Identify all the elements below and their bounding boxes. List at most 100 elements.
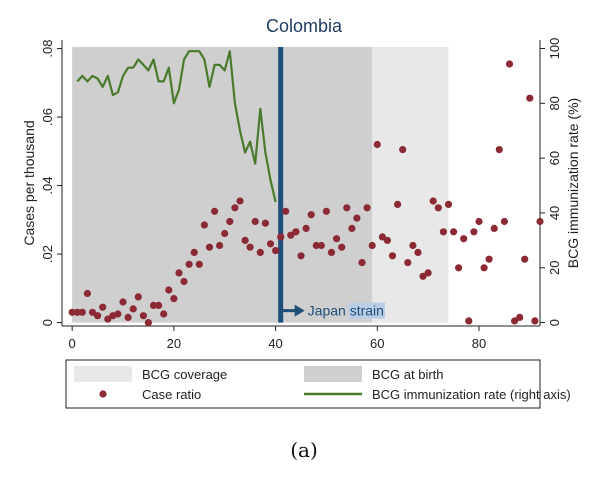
case-ratio-point [317,241,325,250]
case-ratio-point [200,221,208,229]
case-ratio-point [165,286,173,294]
case-ratio-point [465,317,473,325]
case-ratio-point [216,241,224,250]
case-ratio-point [475,217,483,226]
case-ratio-point [526,94,534,102]
case-ratio-point [282,207,290,215]
case-ratio-point [495,146,503,154]
case-ratio-point [505,60,514,68]
case-ratio-point [409,241,417,250]
case-ratio-point [256,248,264,256]
case-ratio-point [434,204,442,212]
case-ratio-point [297,252,305,260]
x-tick-label: 40 [268,336,282,351]
shaded-region-bcg-at-birth [72,47,373,323]
case-ratio-point [175,269,183,277]
case-ratio-point [205,243,214,251]
x-tick-label: 20 [167,336,181,351]
case-ratio-point [327,248,336,256]
case-ratio-point [414,248,422,256]
japan-strain-arrow-head [294,304,305,317]
case-ratio-point [312,241,320,250]
case-ratio-point [343,204,351,212]
legend-box [65,359,541,409]
case-ratio-point [333,235,341,243]
case-ratio-point [190,248,198,256]
case-ratio-point [195,260,203,268]
case-ratio-point [160,310,168,318]
case-ratio-point [185,260,193,268]
case-ratio-point [94,312,102,320]
case-ratio-point [149,301,158,309]
case-ratio-point [211,207,219,215]
legend-marker [99,390,107,398]
case-ratio-point [485,255,493,263]
case-ratio-point [251,217,259,226]
case-ratio-point [241,236,249,244]
case-ratio-point [521,255,529,263]
case-ratio-point [119,298,127,306]
case-ratio-point [419,272,427,280]
x-tick-label: 80 [472,336,486,351]
case-ratio-point [368,241,376,250]
y2-tick-label: 40 [547,206,562,220]
legend-label: Case ratio [142,387,201,402]
y-tick-label: .02 [40,245,55,263]
legend-label: BCG at birth [372,367,444,382]
y-tick-label: 0 [40,319,55,326]
case-ratio-point [246,243,254,251]
case-ratio-point [129,305,137,313]
legend-label: BCG coverage [142,367,227,382]
case-ratio-point [429,197,437,205]
case-ratio-point [358,259,366,267]
case-ratio-point [363,204,371,212]
case-ratio-series [68,60,544,327]
case-ratio-point [170,295,178,303]
case-ratio-point [287,231,295,239]
case-ratio-point [266,240,275,248]
japan-strain-highlight-box [348,302,385,319]
case-ratio-point [180,277,188,286]
y-tick-label: .04 [40,177,55,195]
y2-axis-label: BCG immunization rate (%) [565,98,581,268]
y2-tick-label: 80 [547,96,562,110]
y-tick-label: .06 [40,108,55,126]
case-ratio-point [455,264,463,272]
x-tick-label: 0 [69,336,76,351]
case-ratio-point [292,228,300,236]
case-ratio-point [144,319,152,327]
case-ratio-point [221,229,229,238]
chart-title: Colombia [266,16,343,36]
case-ratio-point [139,312,147,320]
case-ratio-point [516,313,524,321]
case-ratio-point [480,264,488,272]
case-ratio-point [531,317,539,325]
figure-caption: (a) [290,438,318,462]
y-tick-label: .08 [40,40,55,58]
case-ratio-point [307,211,315,219]
y2-tick-label: 20 [547,261,562,275]
case-ratio-point [399,146,407,154]
japan-strain-label: Japan strain [308,303,384,319]
legend-label: BCG immunization rate (right axis) [372,387,571,402]
legend: BCG coverage BCG at birth Case ratio BCG im… [65,359,571,409]
case-ratio-point [261,219,269,227]
y2-tick-label: 0 [547,319,562,326]
case-ratio-point [404,259,412,267]
case-ratio-point [99,303,107,311]
case-ratio-point [322,207,330,215]
case-ratio-point [226,217,234,226]
case-ratio-point [73,308,81,316]
case-ratio-point [134,293,142,301]
case-ratio-point [338,243,346,251]
immunization-line-series [76,50,277,203]
case-ratio-point [104,315,112,323]
case-ratio-point [500,217,508,226]
case-ratio-point [231,204,239,212]
case-ratio-point [383,236,391,244]
axes: 0 20 40 60 80 0 .02 .04 .06 .08 0 20 40 60 80 100 Cases … [21,38,581,351]
y2-tick-label: 60 [547,151,562,165]
shaded-regions [72,47,449,323]
case-ratio-point [277,233,285,241]
case-ratio-point [490,224,498,232]
